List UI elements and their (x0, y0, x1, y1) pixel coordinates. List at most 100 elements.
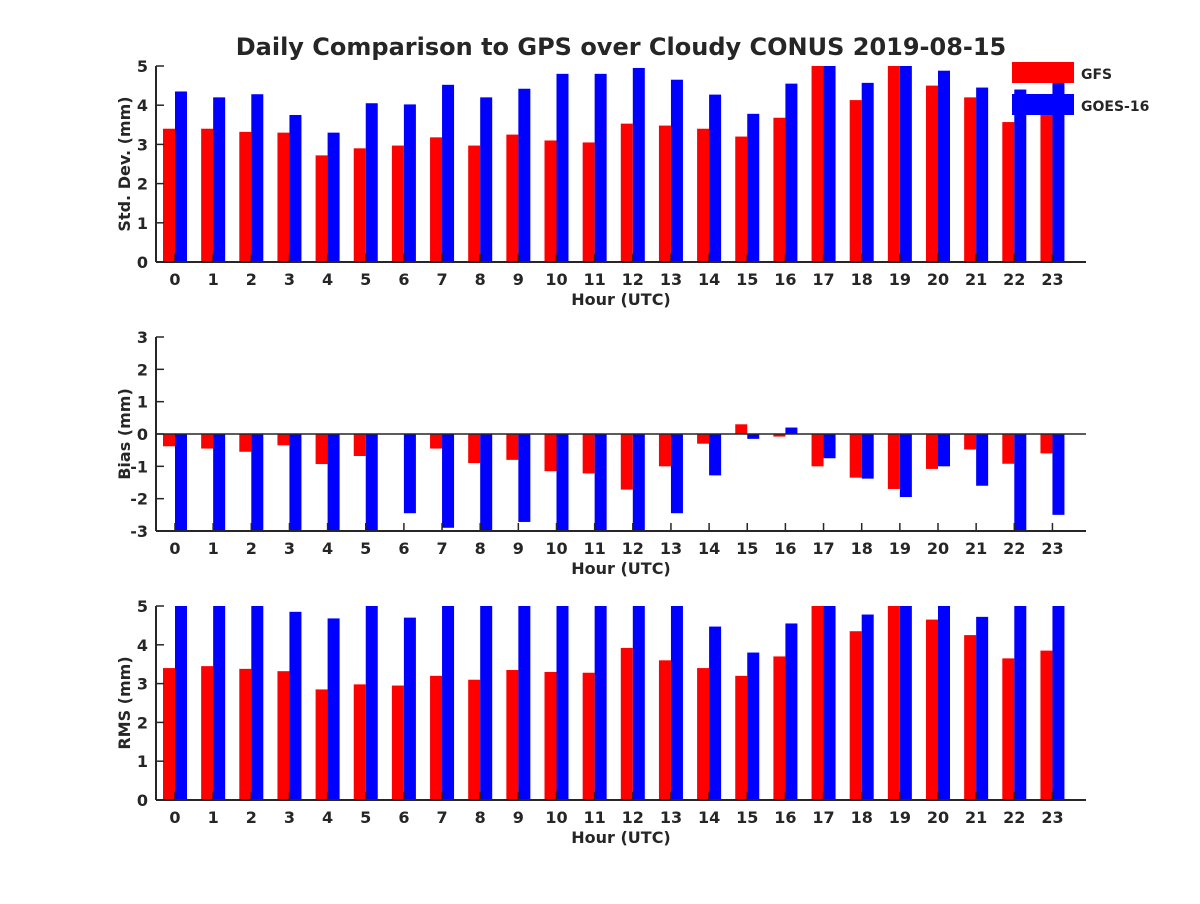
x-tick-label-std-21: 21 (965, 270, 987, 289)
bar-std-gfs-hour-9 (506, 134, 519, 262)
x-tick-label-bias-16: 16 (774, 539, 796, 558)
bar-std-gfs-hour-15 (735, 136, 748, 262)
bar-bias-goes16-hour-13 (670, 434, 683, 514)
x-tick-label-bias-4: 4 (322, 539, 333, 558)
bar-std-gfs-hour-16 (773, 117, 786, 262)
bar-std-goes16-hour-22 (1014, 89, 1027, 263)
bar-bias-gfs-hour-10 (544, 434, 557, 472)
y-tick-label-std-1: 1 (137, 214, 148, 233)
x-tick-label-std-8: 8 (475, 270, 486, 289)
bar-rms-gfs-hour-10 (544, 671, 557, 800)
bar-std-goes16-hour-2 (251, 94, 264, 262)
x-tick-label-std-13: 13 (660, 270, 682, 289)
bar-std-goes16-hour-17 (823, 66, 836, 262)
bar-std-gfs-hour-21 (964, 97, 977, 262)
bar-bias-goes16-hour-21 (976, 434, 989, 486)
x-tick-label-rms-17: 17 (812, 808, 834, 827)
x-tick-label-bias-3: 3 (284, 539, 295, 558)
chart-title: Daily Comparison to GPS over Cloudy CONU… (236, 33, 1007, 61)
x-axis-label-rms: Hour (UTC) (571, 828, 671, 847)
x-tick-label-rms-14: 14 (698, 808, 720, 827)
bar-std-goes16-hour-20 (938, 70, 950, 262)
bar-std-goes16-hour-9 (518, 88, 531, 263)
bar-bias-goes16-hour-8 (480, 434, 493, 531)
x-tick-label-std-11: 11 (584, 270, 606, 289)
x-tick-label-rms-9: 9 (513, 808, 524, 827)
x-tick-label-std-23: 23 (1041, 270, 1063, 289)
x-tick-label-std-7: 7 (436, 270, 447, 289)
x-tick-label-std-9: 9 (513, 270, 524, 289)
bar-bias-gfs-hour-16 (773, 434, 786, 437)
x-tick-label-std-0: 0 (169, 270, 180, 289)
bar-rms-gfs-hour-14 (697, 668, 710, 800)
bar-rms-goes16-hour-23 (1052, 606, 1065, 800)
bar-bias-goes16-hour-9 (518, 434, 531, 522)
x-tick-label-bias-1: 1 (208, 539, 219, 558)
bar-std-gfs-hour-4 (315, 155, 328, 262)
x-tick-label-std-19: 19 (889, 270, 911, 289)
bar-rms-goes16-hour-6 (403, 617, 416, 800)
bar-bias-goes16-hour-2 (251, 434, 264, 531)
x-tick-label-std-20: 20 (927, 270, 949, 289)
bar-std-gfs-hour-17 (811, 66, 824, 262)
bar-std-goes16-hour-3 (289, 115, 302, 262)
bar-rms-goes16-hour-22 (1014, 606, 1027, 800)
y-tick-label-std-3: 3 (137, 135, 148, 154)
x-tick-label-rms-4: 4 (322, 808, 333, 827)
x-tick-label-bias-2: 2 (246, 539, 257, 558)
bar-std-gfs-hour-23 (1040, 113, 1053, 262)
bar-bias-goes16-hour-14 (709, 434, 722, 476)
bar-std-gfs-hour-14 (697, 128, 710, 262)
bar-rms-goes16-hour-2 (251, 606, 264, 800)
bar-rms-goes16-hour-13 (670, 606, 683, 800)
bar-std-gfs-hour-0 (163, 128, 175, 262)
legend-label-gfs: GFS (1081, 67, 1112, 83)
x-tick-label-rms-6: 6 (398, 808, 409, 827)
bar-rms-goes16-hour-16 (785, 623, 798, 800)
x-axis-label-std: Hour (UTC) (571, 290, 671, 309)
bar-rms-goes16-hour-3 (289, 611, 302, 800)
bar-std-goes16-hour-8 (480, 97, 493, 262)
x-tick-label-bias-13: 13 (660, 539, 682, 558)
x-tick-label-std-5: 5 (360, 270, 371, 289)
x-tick-label-rms-19: 19 (889, 808, 911, 827)
bar-std-goes16-hour-11 (594, 73, 607, 262)
x-tick-label-std-15: 15 (736, 270, 758, 289)
bar-rms-gfs-hour-8 (468, 679, 481, 800)
x-tick-label-rms-7: 7 (436, 808, 447, 827)
bar-bias-gfs-hour-5 (353, 434, 366, 456)
bar-std-gfs-hour-7 (430, 137, 443, 262)
x-tick-label-rms-20: 20 (927, 808, 949, 827)
bar-bias-goes16-hour-17 (823, 434, 836, 459)
bar-bias-goes16-hour-19 (899, 434, 912, 498)
x-tick-label-rms-16: 16 (774, 808, 796, 827)
legend: GFS GOES-16 (1012, 62, 1149, 115)
y-tick-label-bias--3: -3 (130, 522, 148, 541)
bar-std-gfs-hour-18 (849, 100, 862, 262)
x-tick-label-bias-15: 15 (736, 539, 758, 558)
bar-bias-gfs-hour-11 (582, 434, 595, 474)
bar-rms-gfs-hour-5 (353, 684, 366, 800)
bar-rms-gfs-hour-20 (926, 619, 938, 800)
bar-rms-goes16-hour-14 (709, 626, 722, 800)
x-tick-label-rms-13: 13 (660, 808, 682, 827)
bar-std-gfs-hour-1 (201, 128, 214, 262)
y-tick-label-bias--2: -2 (130, 490, 148, 509)
y-tick-label-bias--1: -1 (130, 457, 148, 476)
y-tick-label-std-2: 2 (137, 175, 148, 194)
bar-bias-gfs-hour-19 (887, 434, 900, 489)
bar-bias-gfs-hour-21 (964, 434, 977, 450)
bar-bias-gfs-hour-18 (849, 434, 862, 478)
x-tick-label-rms-22: 22 (1003, 808, 1025, 827)
x-tick-label-std-17: 17 (812, 270, 834, 289)
bar-bias-goes16-hour-3 (289, 434, 302, 531)
bar-bias-gfs-hour-1 (201, 434, 214, 449)
bar-std-gfs-hour-20 (926, 85, 938, 262)
bar-bias-gfs-hour-2 (239, 434, 252, 452)
x-tick-label-rms-2: 2 (246, 808, 257, 827)
bar-bias-gfs-hour-20 (926, 434, 938, 469)
bar-rms-goes16-hour-20 (938, 606, 950, 800)
x-tick-label-rms-5: 5 (360, 808, 371, 827)
